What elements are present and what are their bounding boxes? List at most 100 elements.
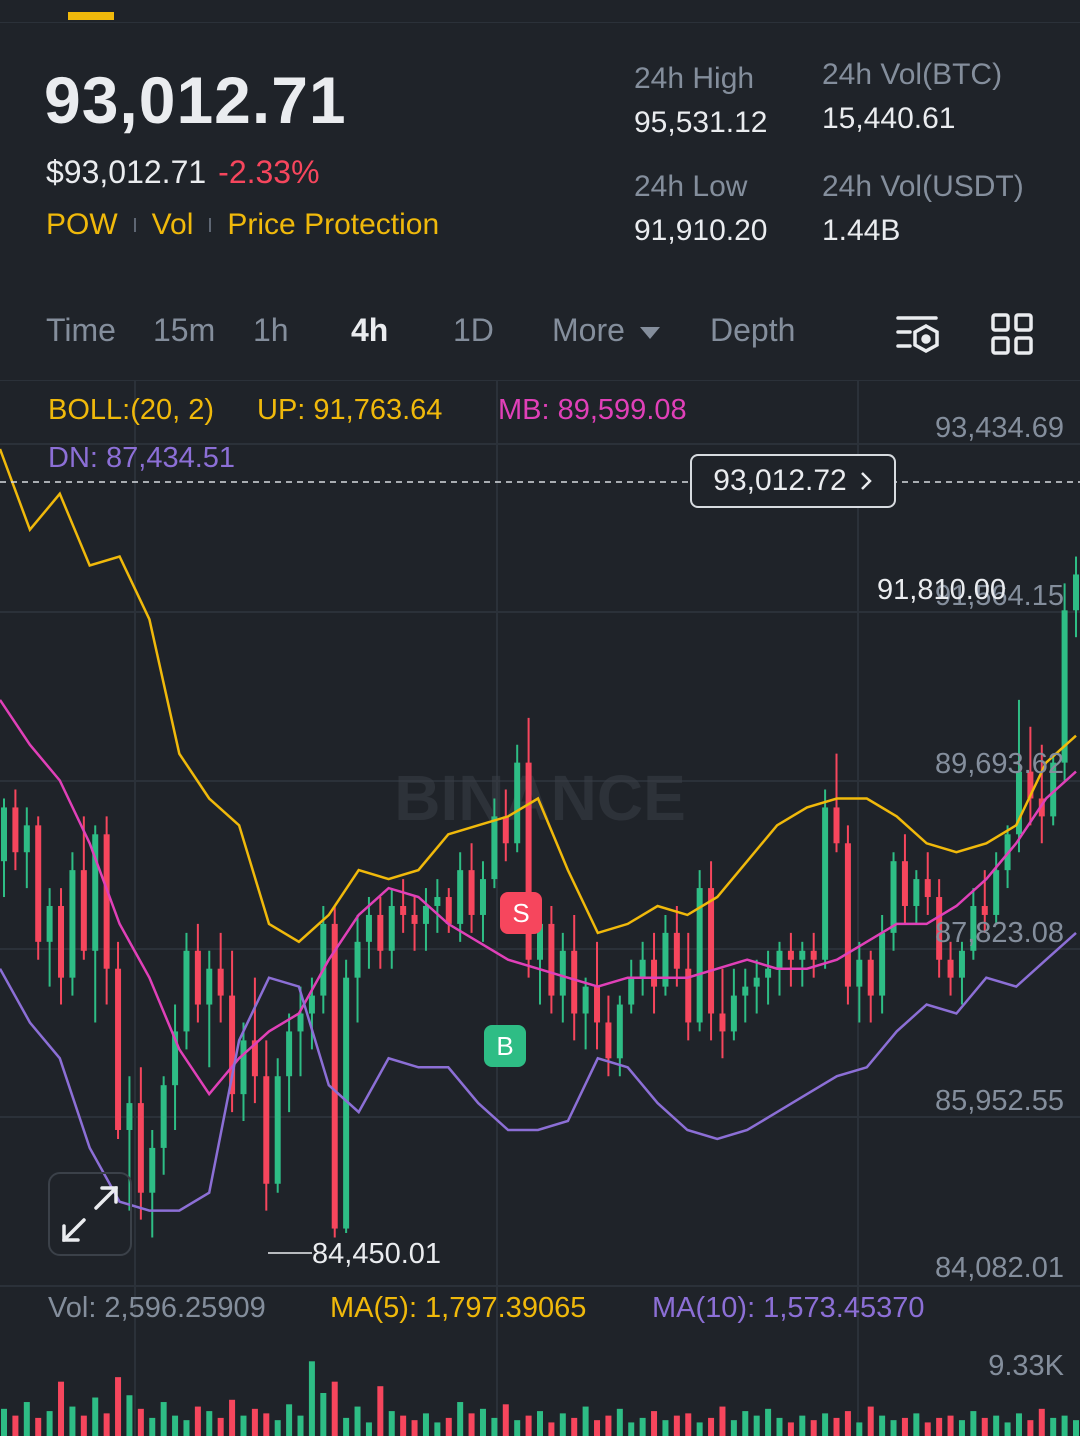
tab-more[interactable]: More	[552, 312, 661, 349]
volume-bar	[651, 1411, 658, 1436]
boll-dn: DN: 87,434.51	[48, 442, 236, 474]
volume-bar	[343, 1417, 350, 1436]
candle-body	[993, 870, 1000, 915]
candle-body	[514, 762, 521, 844]
tab-15m[interactable]: 15m	[153, 312, 216, 348]
volume-bar	[924, 1422, 931, 1436]
candle-body	[924, 879, 931, 898]
candle-body	[69, 870, 76, 978]
candle-body	[582, 986, 589, 1014]
tab-depth[interactable]: Depth	[710, 312, 796, 348]
volume-bar	[229, 1399, 236, 1436]
candle-body	[251, 1040, 258, 1077]
candle-body	[719, 1013, 726, 1032]
volume-bar	[514, 1420, 521, 1436]
candle-body	[331, 923, 338, 1229]
tag-row: POW Vol Price Protection	[46, 208, 439, 242]
volume-bar	[582, 1406, 589, 1436]
volume-bar	[708, 1417, 715, 1436]
candle-body	[263, 1076, 270, 1184]
volume-bar	[320, 1392, 327, 1436]
current-price-tag[interactable]: 93,012.72	[690, 454, 896, 508]
chart-settings-icon[interactable]	[894, 312, 942, 358]
tab-more-label: More	[552, 312, 625, 348]
candle-body	[559, 950, 566, 996]
volume-bar	[297, 1415, 304, 1436]
volume-bar	[502, 1404, 509, 1436]
candle-body	[172, 1031, 179, 1086]
boll-mb: MB: 89,599.08	[498, 394, 687, 426]
volume-bar	[365, 1422, 372, 1436]
candle-body	[343, 977, 350, 1229]
vol-legend: Vol: 2,596.25909	[48, 1292, 266, 1324]
volume-bar	[377, 1386, 384, 1436]
stat-value: 1.44B	[822, 214, 901, 247]
sell-marker[interactable]: S	[500, 892, 542, 934]
candle-body	[799, 950, 806, 960]
candle-body	[365, 914, 372, 942]
volume-bar	[35, 1417, 42, 1436]
volume-bar	[240, 1415, 247, 1436]
tag-vol[interactable]: Vol	[151, 208, 194, 241]
candle-body	[970, 905, 977, 951]
tab-time[interactable]: Time	[46, 312, 116, 348]
tag-separator	[133, 218, 136, 232]
volume-bar	[742, 1411, 749, 1436]
volume-bar	[616, 1408, 623, 1436]
candle-body	[149, 1147, 156, 1193]
volume-bar	[662, 1420, 669, 1436]
volume-bar	[331, 1381, 338, 1436]
candle-body	[286, 1031, 293, 1077]
candle-body	[1050, 762, 1057, 817]
candle-body	[1, 807, 7, 862]
candle-body	[468, 870, 475, 915]
candle-body	[685, 968, 692, 1023]
candle-body	[947, 959, 954, 978]
vol-ma10: MA(10): 1,573.45370	[652, 1292, 925, 1324]
candle-body	[491, 816, 498, 880]
volume-bar	[1015, 1413, 1022, 1436]
tag-price-protection[interactable]: Price Protection	[227, 208, 440, 241]
candle-body	[879, 932, 886, 996]
volume-bar	[822, 1413, 829, 1436]
candle-body	[753, 977, 760, 987]
volume-bar	[901, 1417, 908, 1436]
volume-bar	[46, 1411, 53, 1436]
candle-body	[833, 807, 840, 844]
candle-body	[217, 968, 224, 996]
candle-body	[537, 923, 543, 960]
volume-bar	[263, 1413, 270, 1436]
candle-body	[936, 897, 943, 960]
volume-bar	[137, 1408, 144, 1436]
volume-bar	[1073, 1420, 1079, 1436]
tab-1h[interactable]: 1h	[253, 312, 289, 348]
y-tick-label: 91,564.15	[934, 580, 1064, 612]
tab-1d[interactable]: 1D	[453, 312, 494, 348]
candle-body	[103, 834, 110, 969]
candle-body	[548, 923, 555, 996]
price-chart[interactable]: BINANCE BOLL:(20, 2) UP: 91,763.64 MB: 8…	[0, 380, 1080, 1436]
candle-body	[126, 1103, 133, 1130]
volume-bar	[730, 1420, 737, 1436]
volume-bar	[673, 1415, 680, 1436]
volume-bar	[696, 1422, 703, 1436]
candle-body	[787, 950, 794, 960]
volume-bar	[126, 1395, 133, 1436]
volume-bar	[993, 1415, 1000, 1436]
tag-pow[interactable]: POW	[46, 208, 118, 241]
usd-price: $93,012.71	[46, 154, 207, 190]
volume-bar	[628, 1422, 635, 1436]
volume-bar	[559, 1413, 566, 1436]
tab-4h[interactable]: 4h	[351, 312, 389, 348]
stat-24h-vol-usdt: 24h Vol(USDT) 1.44B	[822, 170, 1024, 248]
buy-marker[interactable]: B	[484, 1025, 526, 1067]
grid-layout-icon[interactable]	[990, 312, 1034, 356]
volume-bar	[1, 1408, 7, 1436]
volume-bar	[571, 1417, 578, 1436]
volume-bar	[970, 1411, 977, 1436]
candle-body	[58, 905, 65, 978]
expand-button[interactable]	[48, 1172, 132, 1256]
volume-bar	[422, 1413, 429, 1436]
volume-bar	[206, 1411, 213, 1436]
candle-body	[571, 950, 578, 1014]
